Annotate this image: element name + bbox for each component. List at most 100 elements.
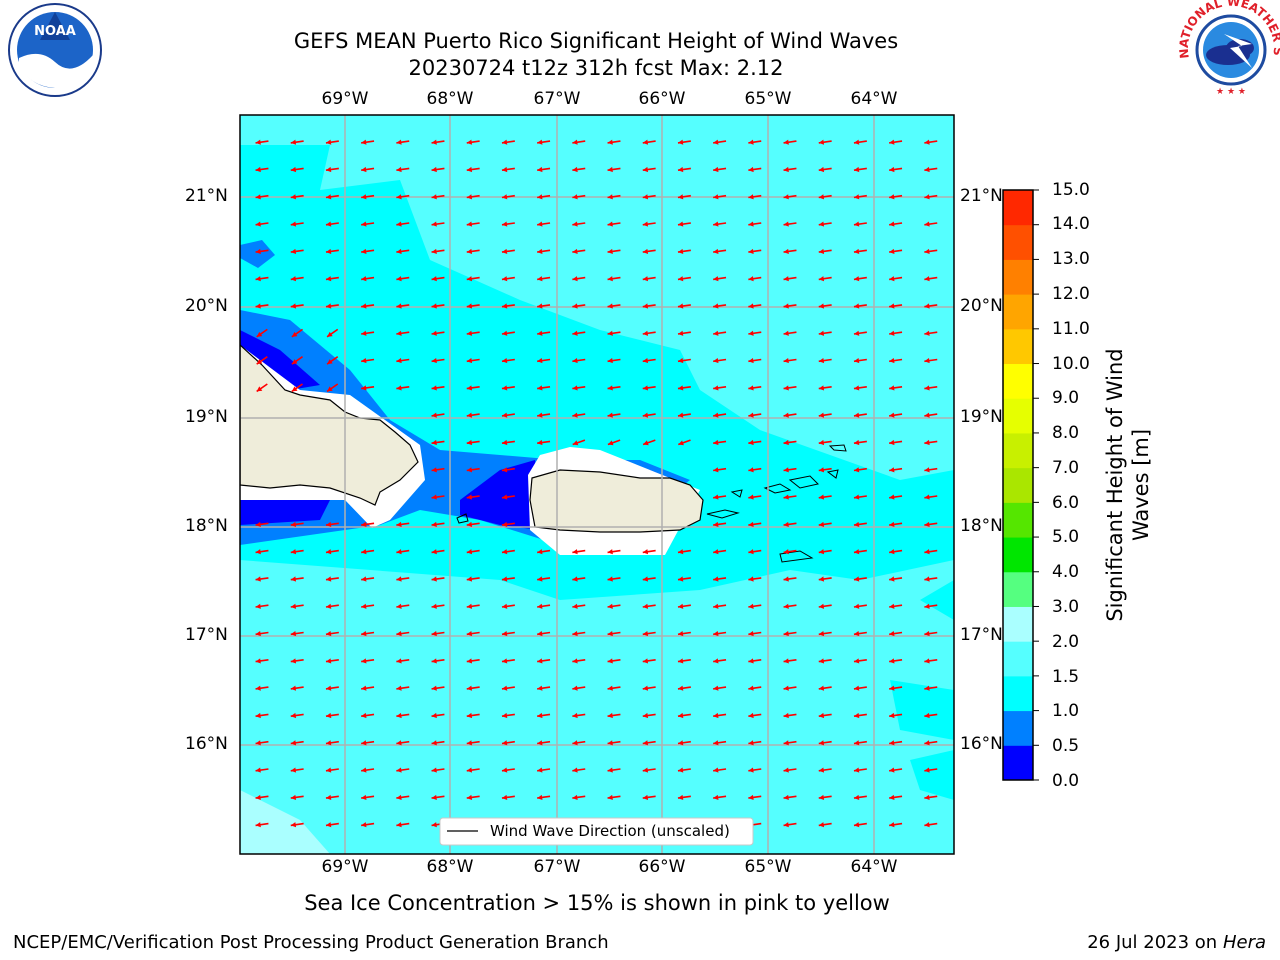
wind-arrow-head <box>783 767 789 773</box>
wind-arrow-head <box>501 576 508 582</box>
wind-arrow-head <box>325 794 332 800</box>
wind-arrow-head <box>431 549 437 555</box>
colorbar-tick-label: 1.0 <box>1052 701 1080 721</box>
wind-arrow-head <box>466 767 473 773</box>
wind-arrow-head <box>396 166 402 173</box>
wind-arrow-head <box>501 194 508 200</box>
wind-arrow-head <box>642 385 649 391</box>
wind-arrow-head <box>572 767 578 773</box>
wind-arrow-head <box>748 248 754 254</box>
wind-arrow-head <box>818 767 825 773</box>
wind-arrow-head <box>889 685 895 691</box>
wind-arrow-head <box>818 412 825 418</box>
wind-arrow-head <box>713 439 719 446</box>
wind-arrow-head <box>853 303 860 309</box>
wind-arrow-head <box>361 248 367 254</box>
wind-arrow-head <box>748 603 754 609</box>
wind-arrow-head <box>466 194 473 200</box>
wind-arrow-head <box>431 303 437 309</box>
wind-arrow-head <box>290 740 297 746</box>
wind-arrow-head <box>677 248 684 254</box>
wind-arrow-head <box>466 549 473 555</box>
wind-arrow-head <box>924 576 930 582</box>
colorbar-tick-label: 0.5 <box>1052 736 1080 756</box>
wind-arrow-head <box>818 712 825 719</box>
wind-arrow-head <box>396 385 402 391</box>
colorbar-frame <box>1002 189 1034 781</box>
wind-arrow-head <box>783 631 789 637</box>
wind-arrow-head <box>255 658 261 664</box>
lat-label-right-16n: 16°N <box>960 734 1003 754</box>
wind-arrow-head <box>818 521 825 527</box>
wind-arrow-head <box>924 276 930 282</box>
arrow-legend <box>439 817 754 846</box>
wind-arrow-head <box>924 439 930 446</box>
wind-arrow-head <box>607 358 613 364</box>
wind-arrow-head <box>431 603 437 609</box>
gridlines <box>240 115 954 854</box>
wind-arrow-head <box>431 467 437 473</box>
footer-host: Hera <box>1222 932 1266 953</box>
wind-arrow-head <box>361 139 367 145</box>
lon-label-bottom-69w: 69°W <box>321 857 369 877</box>
wind-arrow-head <box>501 248 508 254</box>
wind-arrow-head <box>713 658 719 664</box>
wind-arrow-head <box>537 385 543 391</box>
wind-arrow-head <box>466 330 473 336</box>
wind-arrow-head <box>537 276 543 282</box>
wind-arrow-head <box>361 166 367 173</box>
wind-arrow-head <box>290 631 297 637</box>
sea-ice-note: Sea Ice Concentration > 15% is shown in … <box>304 891 890 915</box>
wind-arrow-head <box>783 248 789 254</box>
wind-arrow-head <box>783 439 789 446</box>
wind-arrow-head <box>255 822 261 828</box>
wind-arrow-head <box>466 139 473 145</box>
lon-label-bottom-65w: 65°W <box>744 857 792 877</box>
wind-arrow-head <box>889 330 895 336</box>
wind-arrow-head <box>255 139 261 145</box>
wind-arrow-head <box>748 467 754 473</box>
wind-arrow-head <box>290 139 297 145</box>
wind-arrow-head <box>924 303 930 309</box>
wind-arrow-head <box>924 358 930 364</box>
wind-arrow-head <box>924 330 930 336</box>
wind-arrow-head <box>677 712 684 719</box>
footer-date: 26 Jul 2023 on Hera <box>1087 932 1266 953</box>
wind-arrow-head <box>255 794 261 800</box>
wind-arrow-head <box>677 194 684 200</box>
wind-arrow-head <box>396 221 402 227</box>
colorbar-segment <box>1003 745 1033 781</box>
wind-arrow-head <box>431 358 437 364</box>
lon-label-top-69w: 69°W <box>321 89 369 109</box>
wind-arrow-head <box>572 549 578 555</box>
wind-arrow-head <box>607 740 613 746</box>
wind-arrow-head <box>572 576 578 582</box>
wind-arrow-head <box>748 740 754 746</box>
wind-arrow-head <box>853 767 860 773</box>
wind-arrow-head <box>818 194 825 200</box>
wind-arrow-head <box>607 767 613 773</box>
wind-arrow-head <box>748 767 754 773</box>
wind-arrow-head <box>677 166 684 173</box>
wind-arrow-head <box>501 521 508 527</box>
wind-arrow-head <box>396 276 402 282</box>
wind-arrow-head <box>783 166 789 173</box>
wind-arrow-head <box>396 685 402 691</box>
wind-arrow-head <box>713 276 719 282</box>
wind-arrow-head <box>713 685 719 691</box>
wind-arrow-head <box>607 330 613 336</box>
wind-arrow-head <box>642 794 649 800</box>
colorbar-tick-label: 8.0 <box>1052 423 1080 443</box>
wind-arrow-head <box>783 740 789 746</box>
chart-title: GEFS MEAN Puerto Rico Significant Height… <box>293 29 899 53</box>
wind-arrow-head <box>572 303 578 309</box>
colorbar-segment <box>1003 606 1033 642</box>
wind-arrow-head <box>713 494 719 500</box>
colorbar-segment <box>1003 398 1033 434</box>
wind-arrow-head <box>889 549 895 555</box>
lon-label-bottom-64w: 64°W <box>850 857 898 877</box>
wind-arrow-head <box>713 139 719 145</box>
wind-arrow-head <box>889 467 895 473</box>
wind-arrow-head <box>290 576 297 582</box>
wind-arrow-head <box>290 712 297 719</box>
